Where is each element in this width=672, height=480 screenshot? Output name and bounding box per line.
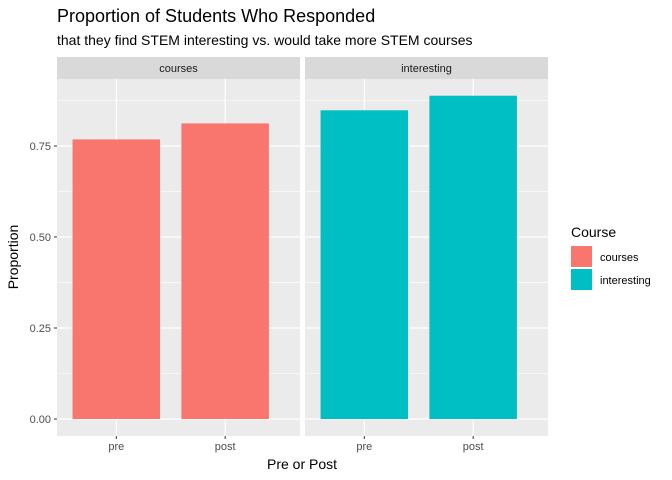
x-tick-label: post (215, 441, 236, 453)
chart-title: Proportion of Students Who Responded (57, 6, 375, 26)
facet-strip-label: courses (159, 63, 198, 75)
y-tick-label: 0.25 (30, 323, 51, 335)
chart-subtitle: that they find STEM interesting vs. woul… (57, 32, 473, 48)
y-axis: 0.00 0.25 0.50 0.75 (30, 141, 57, 426)
y-tick-label: 0.50 (30, 232, 51, 244)
legend-label-interesting: interesting (600, 275, 651, 287)
facet-strip (305, 57, 548, 79)
bar-interesting-pre (320, 110, 409, 419)
legend-label-courses: courses (600, 252, 639, 264)
legend: Course courses interesting (571, 224, 651, 290)
y-tick-label: 0.75 (30, 141, 51, 153)
bar-courses-post (181, 123, 269, 419)
facet-panels: courses interesting (57, 57, 548, 436)
x-axis-title: Pre or Post (267, 456, 337, 472)
legend-key-courses (571, 246, 592, 267)
x-tick-label: post (463, 441, 484, 453)
bar-courses-pre (72, 139, 161, 419)
facet-panel-interesting: interesting (305, 57, 548, 436)
facet-panel-courses: courses (57, 57, 300, 436)
y-tick-label: 0.00 (30, 414, 51, 426)
legend-title: Course (571, 224, 616, 240)
x-tick-label: pre (356, 441, 372, 453)
x-axis: pre post pre post (108, 436, 484, 453)
bar-interesting-post (429, 95, 517, 419)
x-tick-label: pre (108, 441, 124, 453)
facet-strip (57, 57, 300, 79)
facet-strip-label: interesting (401, 63, 452, 75)
legend-key-interesting (571, 269, 592, 290)
y-axis-title: Proportion (5, 225, 21, 290)
